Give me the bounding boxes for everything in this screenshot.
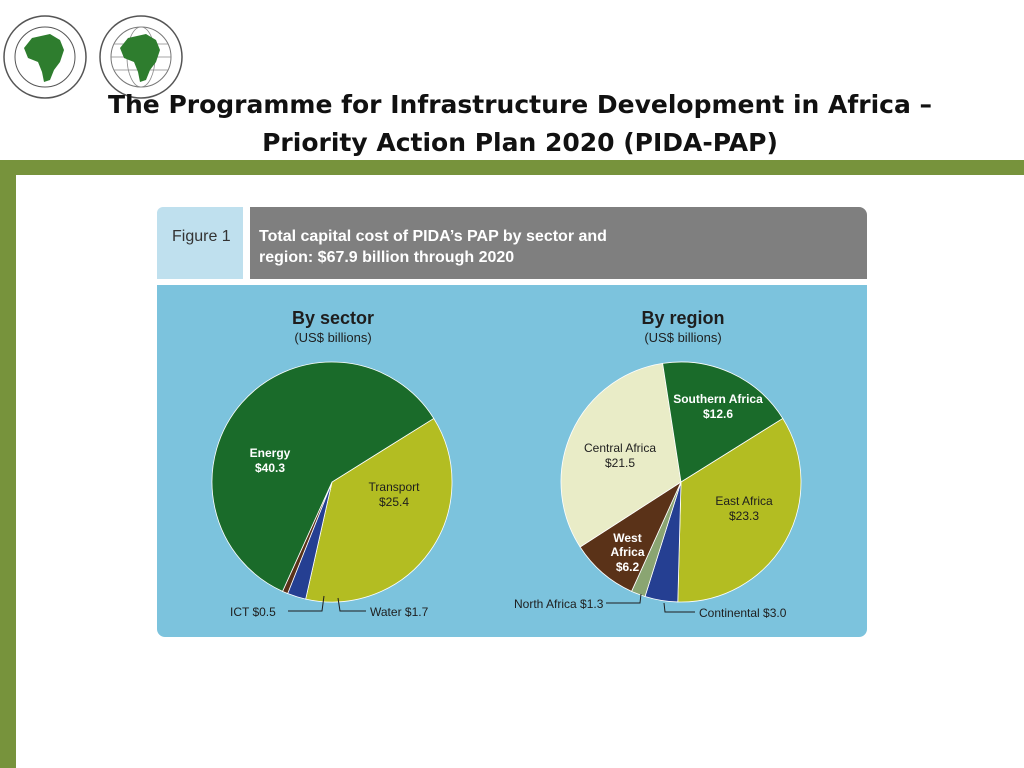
region-chart-subtitle: (US$ billions) bbox=[644, 330, 722, 345]
west-africa-label-line2-value: $6.2 bbox=[615, 560, 640, 574]
central-africa-label-value: $21.5 bbox=[604, 456, 636, 470]
water-label-name: Water $1.7 bbox=[370, 605, 429, 619]
central-africa-label-name: Central Africa bbox=[583, 441, 657, 455]
west-africa-label-line2-name: Africa bbox=[610, 545, 645, 559]
energy-label: Energy $40.3 bbox=[220, 446, 320, 476]
left-accent-bar bbox=[0, 175, 16, 768]
west-africa-label-line1: West bbox=[600, 531, 655, 546]
energy-label-value: $40.3 bbox=[254, 461, 286, 475]
sector-chart-subtitle: (US$ billions) bbox=[294, 330, 372, 345]
north-africa-label: North Africa $1.3 bbox=[514, 597, 624, 612]
southern-africa-label: Southern Africa $12.6 bbox=[668, 392, 768, 422]
slide-title-line-1: The Programme for Infrastructure Develop… bbox=[107, 90, 933, 119]
afdb-logo bbox=[2, 14, 88, 100]
region-slice-southern-africa bbox=[662, 361, 784, 483]
afdf-logo bbox=[98, 14, 184, 100]
leader-line bbox=[337, 597, 366, 612]
west-africa-label-line1-name: West bbox=[613, 531, 642, 545]
east-africa-label-value: $23.3 bbox=[728, 509, 760, 523]
sector-chart-title: By sector bbox=[291, 308, 375, 328]
west-africa-label-line2: Africa $6.2 bbox=[600, 545, 655, 575]
figure-label-box bbox=[157, 207, 243, 279]
central-africa-label: Central Africa $21.5 bbox=[570, 441, 670, 471]
leader-line bbox=[606, 593, 642, 604]
slide-title-line-2: Priority Action Plan 2020 (PIDA-PAP) bbox=[262, 128, 778, 157]
sector-slice-transport bbox=[305, 417, 453, 603]
ict-label-name: ICT $0.5 bbox=[230, 605, 276, 619]
title-divider-band bbox=[0, 160, 1024, 175]
figure-title: Total capital cost of PIDA’s PAP by sect… bbox=[259, 226, 779, 268]
transport-label: Transport $25.4 bbox=[344, 480, 444, 510]
north-africa-label-name: North Africa $1.3 bbox=[514, 597, 604, 611]
east-africa-label-name: East Africa bbox=[715, 494, 773, 508]
east-africa-label: East Africa $23.3 bbox=[694, 494, 794, 524]
figure-label: Figure 1 bbox=[172, 228, 231, 245]
continental-label-name: Continental $3.0 bbox=[699, 606, 787, 620]
region-pie bbox=[560, 361, 802, 603]
southern-africa-label-name: Southern Africa bbox=[673, 392, 763, 406]
figure-title-line-2: region: $67.9 billion through 2020 bbox=[259, 249, 515, 266]
sector-slice-energy bbox=[211, 361, 435, 592]
leader-line bbox=[663, 602, 695, 613]
region-slice-central-africa bbox=[560, 362, 682, 548]
region-chart-title: By region bbox=[641, 308, 725, 328]
water-label: Water $1.7 bbox=[370, 605, 450, 620]
transport-label-name: Transport bbox=[368, 480, 420, 494]
continental-label: Continental $3.0 bbox=[699, 606, 799, 621]
slide-title: The Programme for Infrastructure Develop… bbox=[60, 86, 980, 162]
sector-pie bbox=[211, 361, 453, 603]
region-slice-east-africa bbox=[677, 417, 802, 603]
southern-africa-label-value: $12.6 bbox=[702, 407, 734, 421]
figure-title-box bbox=[250, 207, 867, 279]
leader-line bbox=[288, 595, 325, 612]
transport-label-value: $25.4 bbox=[378, 495, 410, 509]
ict-label: ICT $0.5 bbox=[230, 605, 290, 620]
energy-label-name: Energy bbox=[249, 446, 291, 460]
figure-title-line-1: Total capital cost of PIDA’s PAP by sect… bbox=[259, 228, 607, 245]
